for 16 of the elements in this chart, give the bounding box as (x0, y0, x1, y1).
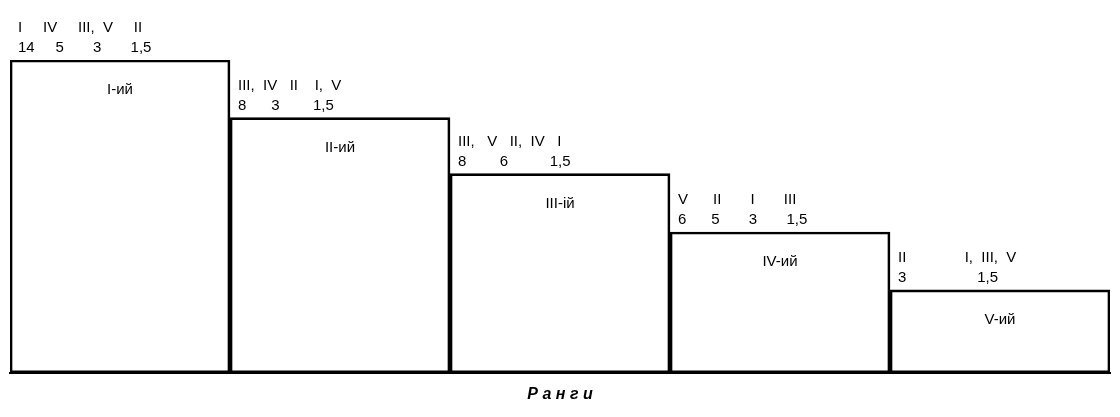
annotation: V II I III (678, 190, 797, 208)
x-tick-label: II-ий (324, 137, 356, 155)
annotation: I IV III, V II (18, 18, 143, 36)
annotation: II I, III, V (898, 248, 1017, 266)
annotation: 14 5 3 1,5 (18, 38, 152, 56)
x-tick-label: IV-ий (762, 252, 798, 270)
annotation: 6 5 3 1,5 (678, 210, 808, 228)
annotation: 3 1,5 (898, 268, 999, 286)
x-tick-label: V-ий (984, 310, 1016, 328)
annotation: 8 3 1,5 (238, 95, 334, 113)
x-tick-label: III-ій (545, 193, 575, 211)
annotation: 8 6 1,5 (458, 151, 571, 169)
annotation: III, IV II I, V (238, 75, 342, 93)
x-tick-label: I-ий (107, 80, 133, 98)
annotation: III, V II, IV I (458, 131, 562, 149)
x-axis-title: Р а н г и (527, 384, 593, 402)
